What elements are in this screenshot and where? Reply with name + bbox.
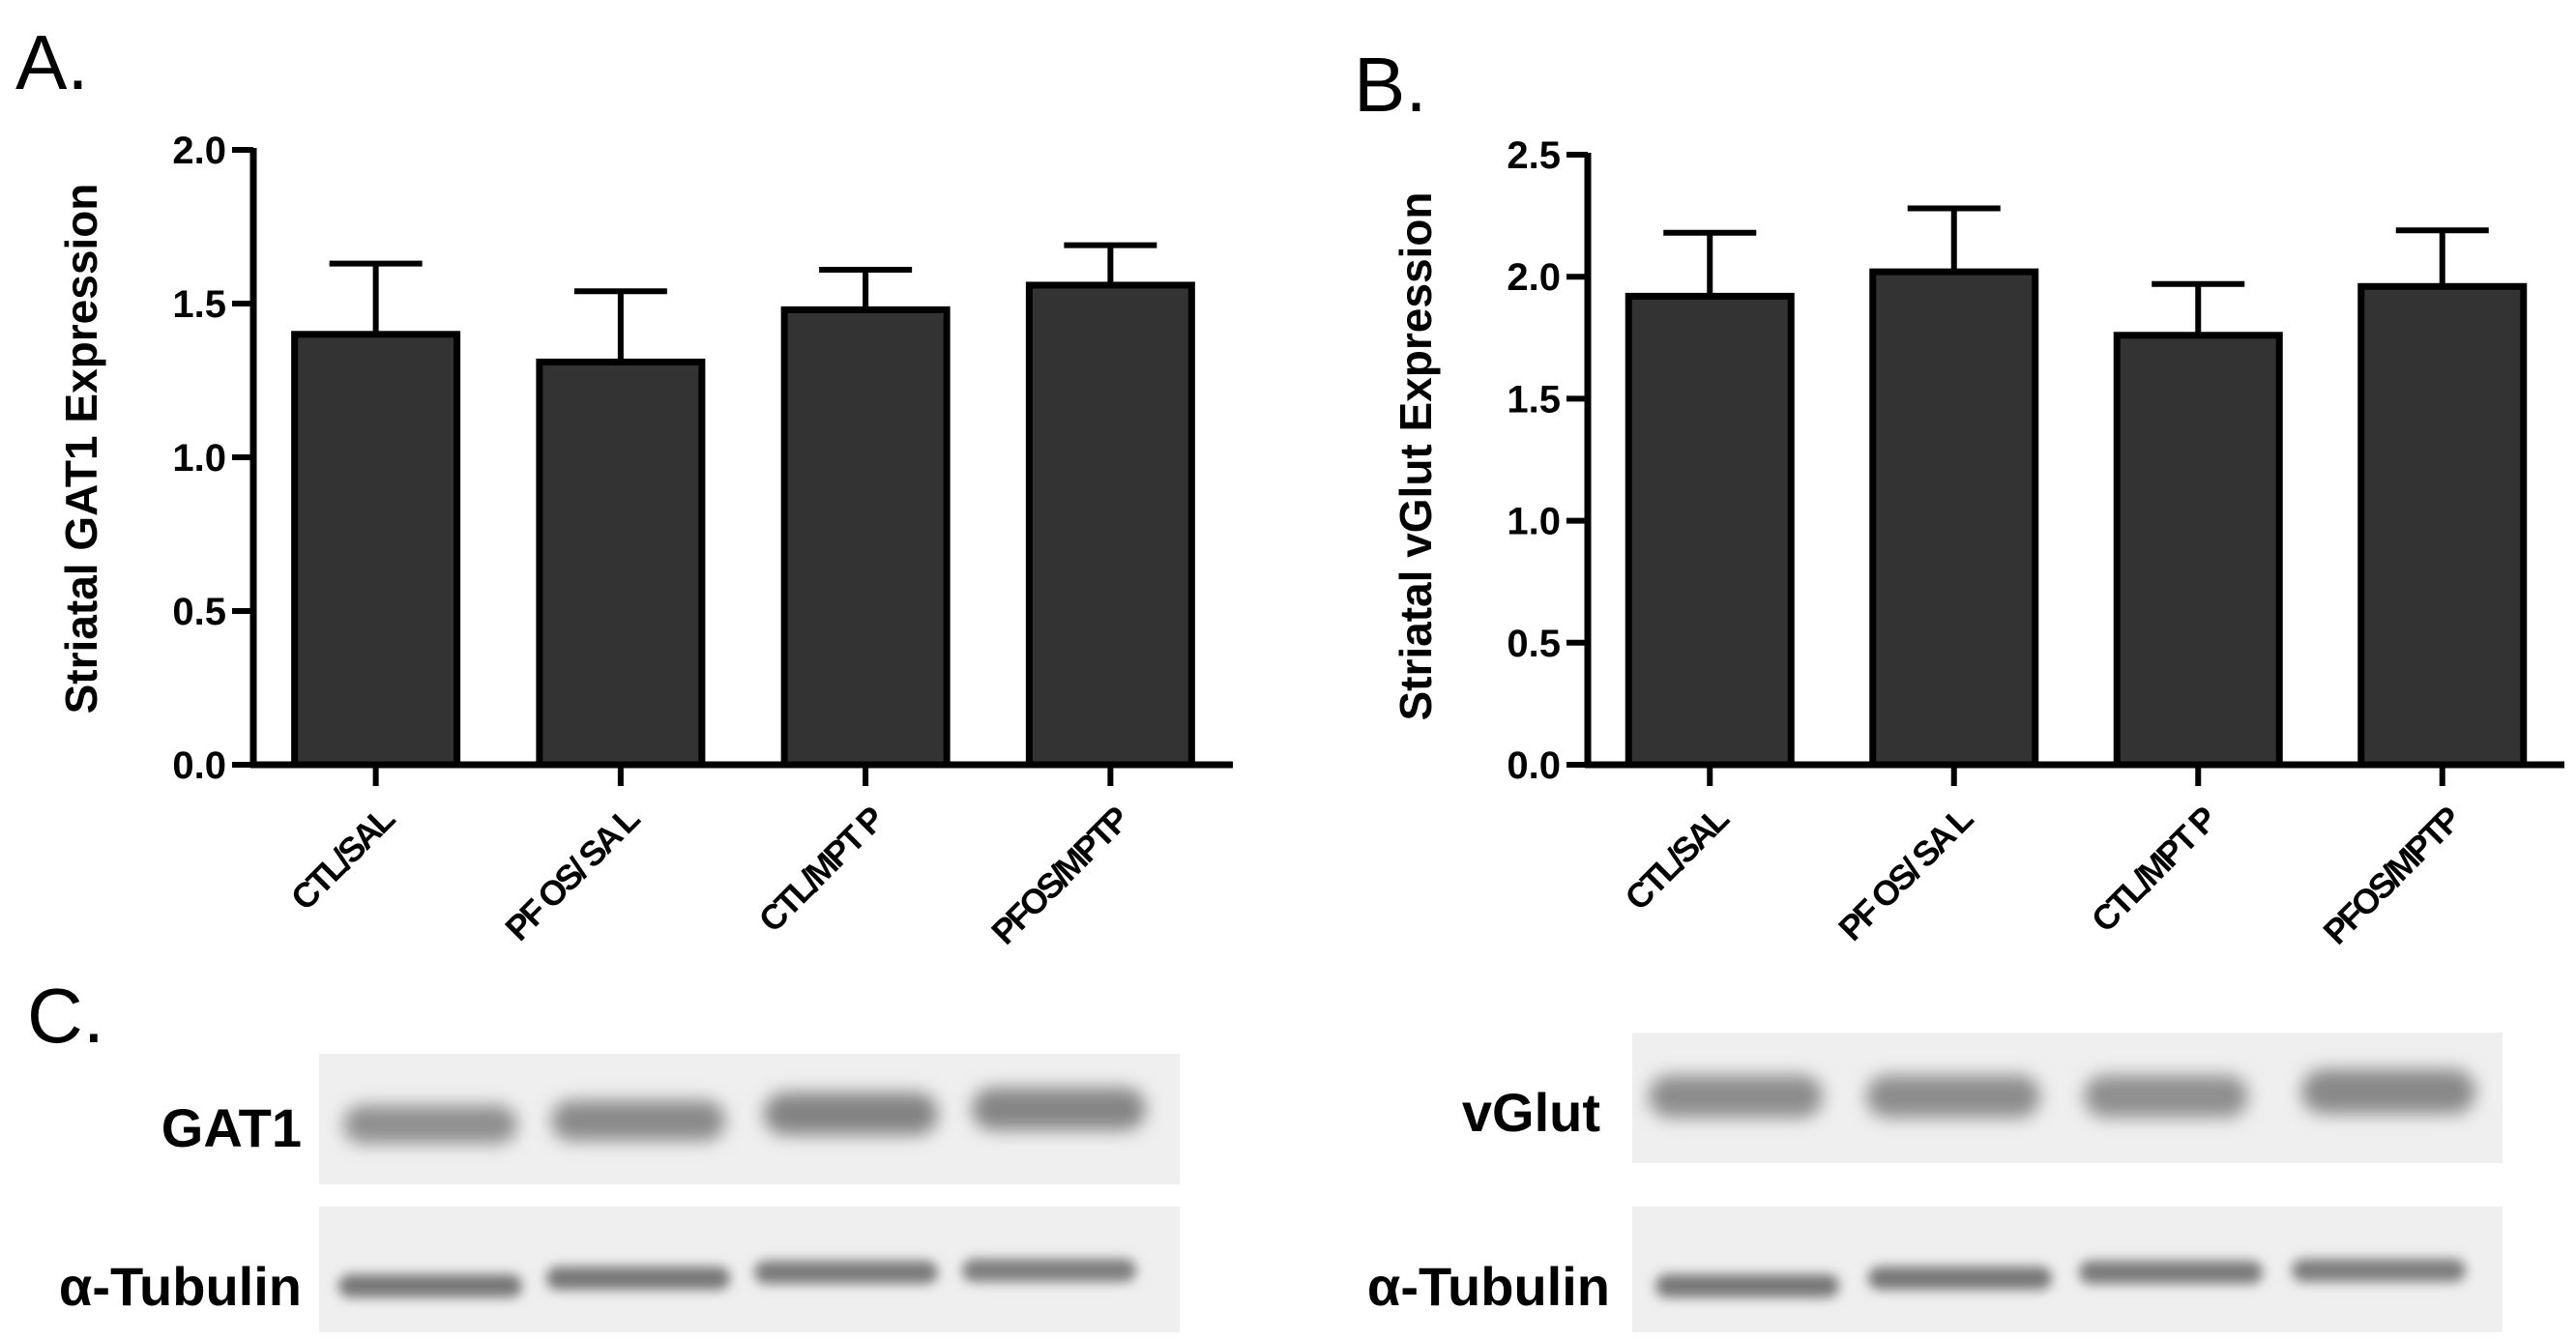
panel-c-label: C.	[27, 973, 104, 1059]
panel-b-label: B.	[1354, 42, 1427, 128]
chart-b-ytick-label: 0.5	[1507, 623, 1561, 665]
chart-b-ytick-label: 1.0	[1507, 501, 1561, 543]
panel-a-label: A.	[15, 19, 89, 105]
chart-b-category-label: CTL/MPT P	[2084, 799, 2225, 940]
protein-band	[2301, 1069, 2475, 1114]
chart-b-category-label: PF OS/ SA L	[1830, 799, 1980, 948]
protein-band	[2079, 1261, 2263, 1284]
protein-band	[2084, 1075, 2248, 1118]
chart-a-ytick-label: 1.5	[172, 283, 226, 326]
protein-band	[343, 1105, 517, 1144]
protein-band	[546, 1267, 730, 1290]
blot-left-protein-label: GAT1	[161, 1097, 302, 1158]
chart-b-ytick-label: 2.5	[1507, 134, 1561, 177]
chart-a-ytick-label: 2.0	[172, 130, 226, 172]
chart-a-ytick-label: 0.5	[172, 591, 226, 633]
protein-band	[1868, 1267, 2052, 1290]
protein-band	[551, 1100, 725, 1141]
blot-right-protein-label: vGlut	[1462, 1082, 1600, 1143]
chart-b-bar	[2113, 332, 2283, 769]
chart-b-bar	[1625, 292, 1795, 769]
chart-b-category-label: CTL/SAL	[1617, 799, 1736, 918]
blot-right-control-label: α-Tubulin	[1367, 1256, 1610, 1317]
chart-a-category-label: PFOS/MPTP	[983, 799, 1136, 951]
chart-b-ytick-label: 0.0	[1507, 744, 1561, 787]
blot-right-bottom	[1632, 1207, 2503, 1332]
protein-band	[764, 1092, 938, 1135]
chart-b-category-label: PFOS/MPTP	[2315, 799, 2468, 951]
blot-left-top	[319, 1054, 1180, 1184]
chart-a-ytick-label: 1.0	[172, 437, 226, 480]
protein-band	[2292, 1259, 2466, 1282]
chart-b-bar	[1869, 268, 2039, 769]
protein-band	[962, 1259, 1136, 1282]
chart-a-category-label: PF OS/ SA L	[497, 799, 647, 948]
chart-b: Striatal vGlut Expression 0.0 0.5 1.0 1.5 2.…	[1390, 134, 2564, 952]
chart-b-ytick-label: 2.0	[1507, 256, 1561, 299]
blot-left-control-label: α-Tubulin	[59, 1256, 302, 1317]
chart-b-ytick-label: 1.5	[1507, 378, 1561, 421]
chart-a: Striatal GAT1 Expression 0.0 0.5 1.0 1.5 2.0…	[56, 130, 1233, 952]
blot-right-top	[1632, 1033, 2503, 1163]
chart-a-category-label: CTL/SAL	[283, 799, 402, 918]
chart-a-category-label: CTL/MPT P	[751, 799, 893, 940]
chart-a-ytick-label: 0.0	[172, 744, 226, 787]
western-blot-panel: GAT1 α-Tubulin vGlut α-Tubulin	[59, 1033, 2503, 1332]
chart-a-bar	[291, 331, 461, 769]
chart-a-bar	[780, 306, 951, 769]
blot-left-bottom	[319, 1207, 1180, 1332]
protein-band	[972, 1088, 1146, 1130]
protein-band	[1655, 1274, 1839, 1297]
protein-band	[338, 1274, 522, 1297]
chart-b-ylabel: Striatal vGlut Expression	[1390, 191, 1441, 720]
protein-band	[1866, 1075, 2040, 1118]
chart-a-ylabel: Striatal GAT1 Expression	[56, 184, 106, 714]
protein-band	[1649, 1075, 1823, 1118]
chart-a-bar	[1025, 281, 1195, 769]
protein-band	[754, 1261, 938, 1284]
chart-b-bar	[2357, 282, 2528, 769]
chart-a-bar	[536, 358, 706, 769]
